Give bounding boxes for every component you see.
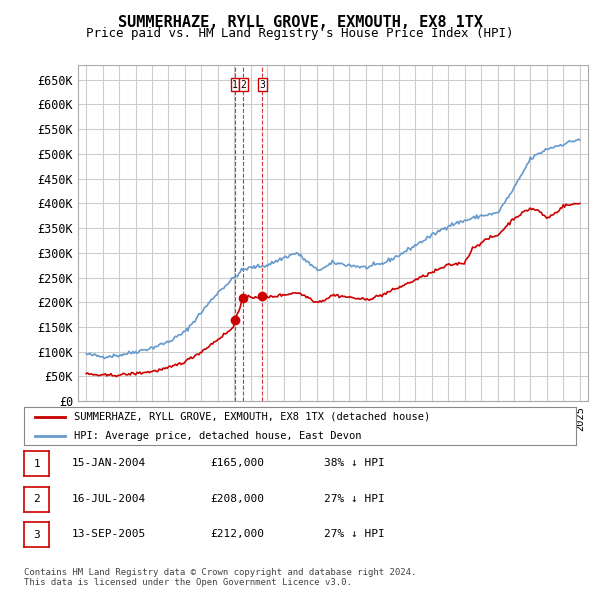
Text: 2: 2	[33, 494, 40, 504]
Text: £212,000: £212,000	[210, 529, 264, 539]
Text: 15-JAN-2004: 15-JAN-2004	[72, 458, 146, 468]
Text: 13-SEP-2005: 13-SEP-2005	[72, 529, 146, 539]
Text: £165,000: £165,000	[210, 458, 264, 468]
Text: 27% ↓ HPI: 27% ↓ HPI	[324, 529, 385, 539]
Text: 1: 1	[232, 80, 238, 90]
Text: Contains HM Land Registry data © Crown copyright and database right 2024.
This d: Contains HM Land Registry data © Crown c…	[24, 568, 416, 587]
Text: HPI: Average price, detached house, East Devon: HPI: Average price, detached house, East…	[74, 431, 361, 441]
Text: £208,000: £208,000	[210, 494, 264, 503]
Text: 2: 2	[240, 80, 246, 90]
Text: SUMMERHAZE, RYLL GROVE, EXMOUTH, EX8 1TX (detached house): SUMMERHAZE, RYLL GROVE, EXMOUTH, EX8 1TX…	[74, 412, 430, 422]
Text: 1: 1	[33, 459, 40, 468]
Text: Price paid vs. HM Land Registry's House Price Index (HPI): Price paid vs. HM Land Registry's House …	[86, 27, 514, 40]
Text: 38% ↓ HPI: 38% ↓ HPI	[324, 458, 385, 468]
Text: 27% ↓ HPI: 27% ↓ HPI	[324, 494, 385, 503]
Text: SUMMERHAZE, RYLL GROVE, EXMOUTH, EX8 1TX: SUMMERHAZE, RYLL GROVE, EXMOUTH, EX8 1TX	[118, 15, 482, 30]
Text: 16-JUL-2004: 16-JUL-2004	[72, 494, 146, 503]
Text: 3: 3	[259, 80, 265, 90]
Text: 3: 3	[33, 530, 40, 539]
